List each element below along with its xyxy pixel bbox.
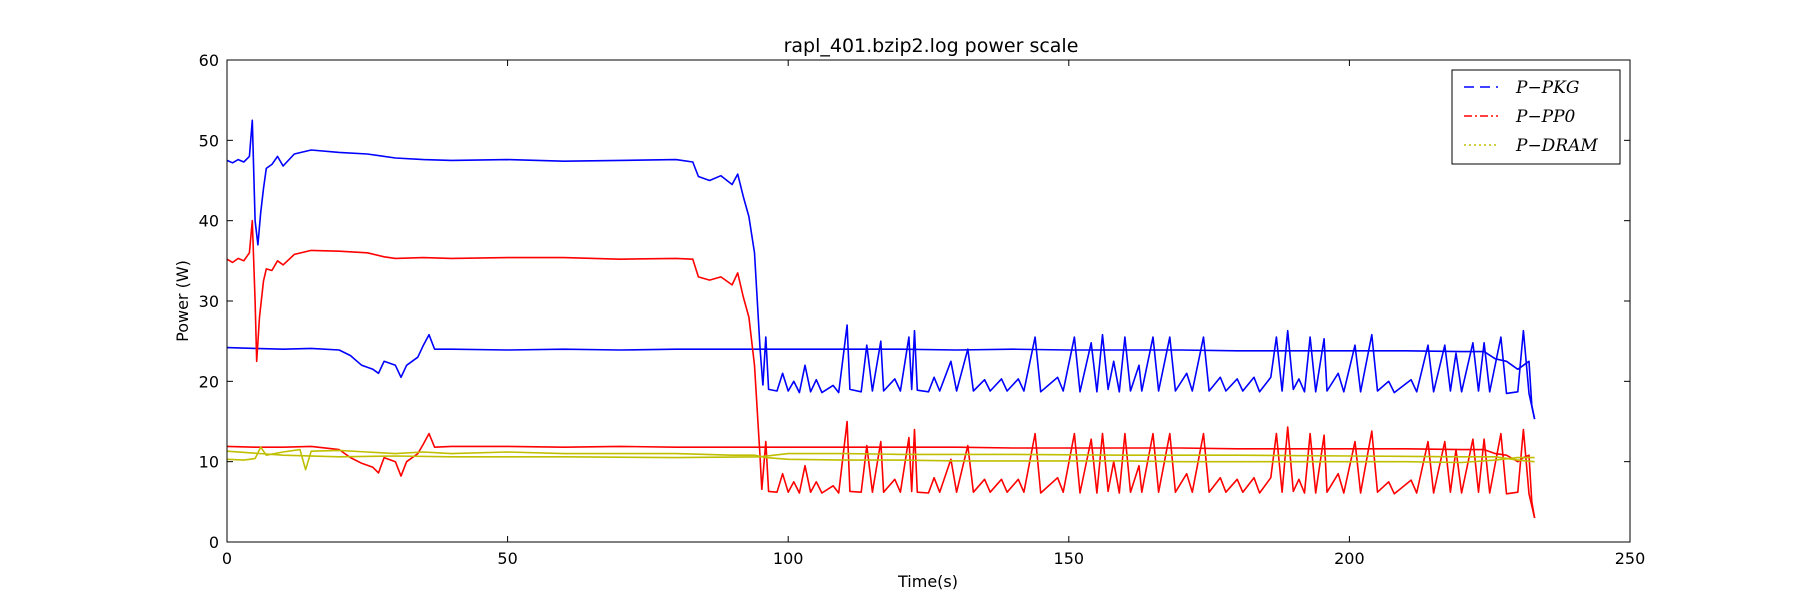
y-tick-label: 20 [199, 372, 219, 391]
series-line-1-trace-1 [226, 432, 1536, 519]
y-tick-label: 50 [199, 131, 219, 150]
series-line-0-trace-0 [226, 119, 764, 386]
x-tick-label: 150 [1054, 549, 1085, 568]
x-tick-label: 250 [1615, 549, 1646, 568]
x-tick-label: 0 [222, 549, 232, 568]
x-tick-label: 200 [1334, 549, 1365, 568]
axis-ticks: 0 50 100 150 200 250 0 10 20 30 40 50 60 [199, 51, 1646, 568]
y-axis-label: Power (W) [173, 260, 192, 342]
series-line-2-trace-1 [226, 450, 1535, 463]
series-line-1-trace-2 [761, 420, 1536, 519]
legend: P−PKG P−PP0 P−DRAM [1451, 69, 1621, 165]
series-line-2-trace-0 [226, 446, 1535, 471]
x-tick-label: 100 [773, 549, 804, 568]
y-tick-label: 30 [199, 292, 219, 311]
x-axis-label: Time(s) [897, 572, 958, 591]
plot-content [226, 119, 1536, 519]
legend-label: P−PKG [1515, 78, 1579, 98]
legend-label: P−PP0 [1515, 107, 1576, 127]
y-tick-label: 0 [209, 533, 219, 552]
legend-box [1451, 69, 1621, 165]
y-tick-label: 60 [199, 51, 219, 70]
plot-frame [226, 59, 1631, 543]
series-line-1-trace-0 [226, 219, 763, 490]
series-line-0-trace-2 [762, 324, 1536, 420]
x-tick-label: 50 [497, 549, 517, 568]
series-line-0-trace-1 [226, 333, 1536, 420]
chart-title: rapl_401.bzip2.log power scale [784, 35, 1079, 57]
y-tick-label: 10 [199, 453, 219, 472]
legend-label: P−DRAM [1515, 136, 1598, 156]
y-tick-label: 40 [199, 212, 219, 231]
